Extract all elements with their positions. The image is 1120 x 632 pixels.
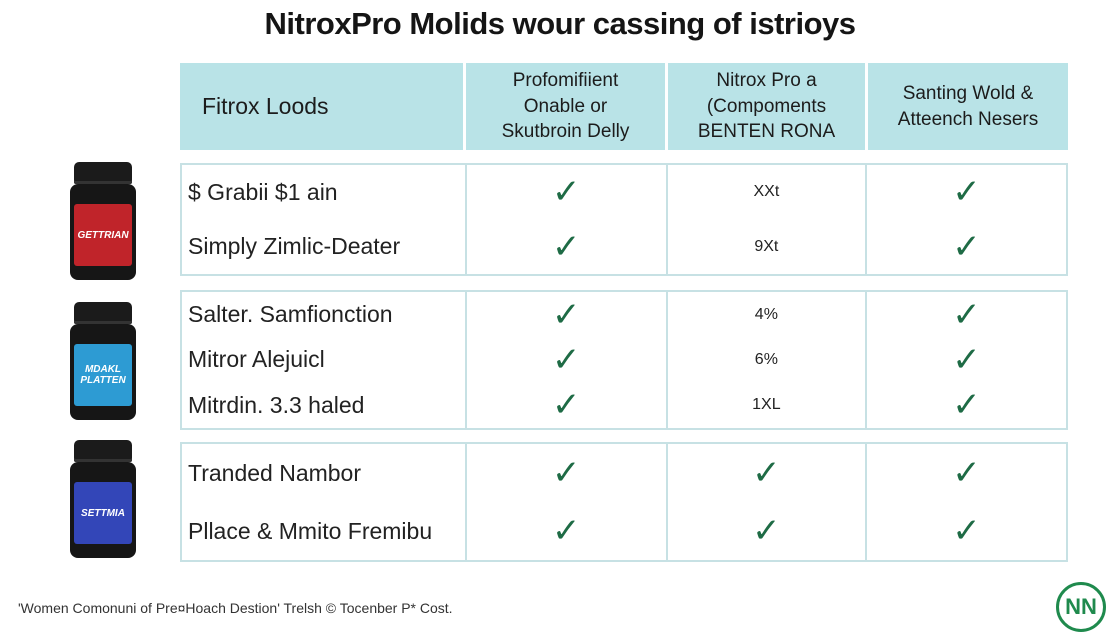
product-group-1: $ Grabii $1 ain Simply Zimlic-Deater ✓ ✓… xyxy=(180,163,1068,276)
check-icon: ✓ xyxy=(752,454,781,492)
bottle-cap xyxy=(74,162,132,184)
product-bottle-1: GETTRIAN xyxy=(70,162,136,280)
check-icon: ✓ xyxy=(952,173,981,212)
header-col-performance: Profomifiient Onable or Skutbroin Delly xyxy=(466,63,668,150)
row-label: $ Grabii $1 ain xyxy=(188,178,338,205)
row-label: Salter. Samfionction xyxy=(188,301,393,328)
bottle-cap xyxy=(74,302,132,324)
bottle-label: SETTMIA xyxy=(74,482,132,544)
group-3-col4: ✓ ✓ xyxy=(867,444,1066,560)
bottle-label: MDAKL PLATTEN xyxy=(74,344,132,406)
check-icon: ✓ xyxy=(552,454,581,492)
row-value: 9Xt xyxy=(754,237,779,255)
header-col-components: Nitrox Pro a (Compoments BENTEN RONA xyxy=(668,63,868,150)
row-label: Simply Zimlic-Deater xyxy=(188,233,401,260)
bottle-cap xyxy=(74,440,132,462)
check-icon: ✓ xyxy=(952,340,981,379)
row-label: Tranded Nambor xyxy=(188,459,362,486)
check-icon: ✓ xyxy=(752,512,781,550)
check-icon: ✓ xyxy=(952,454,981,492)
product-group-3: Tranded Nambor Pllace & Mmito Fremibu ✓ … xyxy=(180,442,1068,562)
check-icon: ✓ xyxy=(952,512,981,550)
group-1-col3: XXt 9Xt xyxy=(668,165,867,274)
check-icon: ✓ xyxy=(552,295,581,334)
footer-caption: 'Women Comonuni of Pre¤Hoach Destion' Tr… xyxy=(18,600,453,616)
row-value: XXt xyxy=(753,183,780,201)
group-2-col2: ✓ ✓ ✓ xyxy=(467,292,668,428)
group-1-col2: ✓ ✓ xyxy=(467,165,668,274)
header-col-product: Fitrox Loods xyxy=(180,63,466,150)
product-group-2: Salter. Samfionction Mitror Alejuicl Mit… xyxy=(180,290,1068,430)
product-bottle-3: SETTMIA xyxy=(70,440,136,558)
group-3-labels: Tranded Nambor Pllace & Mmito Fremibu xyxy=(182,444,467,560)
check-icon: ✓ xyxy=(552,340,581,379)
check-icon: ✓ xyxy=(552,173,581,212)
group-1-col4: ✓ ✓ xyxy=(867,165,1066,274)
row-value: 4% xyxy=(754,305,778,323)
group-2-labels: Salter. Samfionction Mitror Alejuicl Mit… xyxy=(182,292,467,428)
check-icon: ✓ xyxy=(552,227,581,266)
row-value: 6% xyxy=(754,350,778,368)
product-bottle-2: MDAKL PLATTEN xyxy=(70,302,136,420)
bottle-label: GETTRIAN xyxy=(74,204,132,266)
page-title: NitroxPro Molids wour cassing of istrioy… xyxy=(264,6,857,41)
group-3-col2: ✓ ✓ xyxy=(467,444,668,560)
check-icon: ✓ xyxy=(952,295,981,334)
bottle-body: GETTRIAN xyxy=(70,184,136,280)
bottle-body: SETTMIA xyxy=(70,462,136,558)
check-icon: ✓ xyxy=(552,512,581,550)
group-1-labels: $ Grabii $1 ain Simply Zimlic-Deater xyxy=(182,165,467,274)
group-2-col3: 4% 6% 1XL xyxy=(668,292,867,428)
group-2-col4: ✓ ✓ ✓ xyxy=(867,292,1066,428)
row-label: Pllace & Mmito Fremibu xyxy=(188,517,433,544)
check-icon: ✓ xyxy=(952,227,981,266)
table-header: Fitrox Loods Profomifiient Onable or Sku… xyxy=(180,63,1068,150)
check-icon: ✓ xyxy=(552,386,581,425)
header-col-value: Santing Wold & Atteench Nesers xyxy=(897,82,1039,130)
check-icon: ✓ xyxy=(952,386,981,425)
row-label: Mitror Alejuicl xyxy=(188,346,325,373)
brand-logo: NN xyxy=(1056,582,1106,632)
bottle-body: MDAKL PLATTEN xyxy=(70,324,136,420)
row-value: 1XL xyxy=(752,396,781,414)
row-label: Mitrdin. 3.3 haled xyxy=(188,391,365,418)
group-3-col3: ✓ ✓ xyxy=(668,444,867,560)
